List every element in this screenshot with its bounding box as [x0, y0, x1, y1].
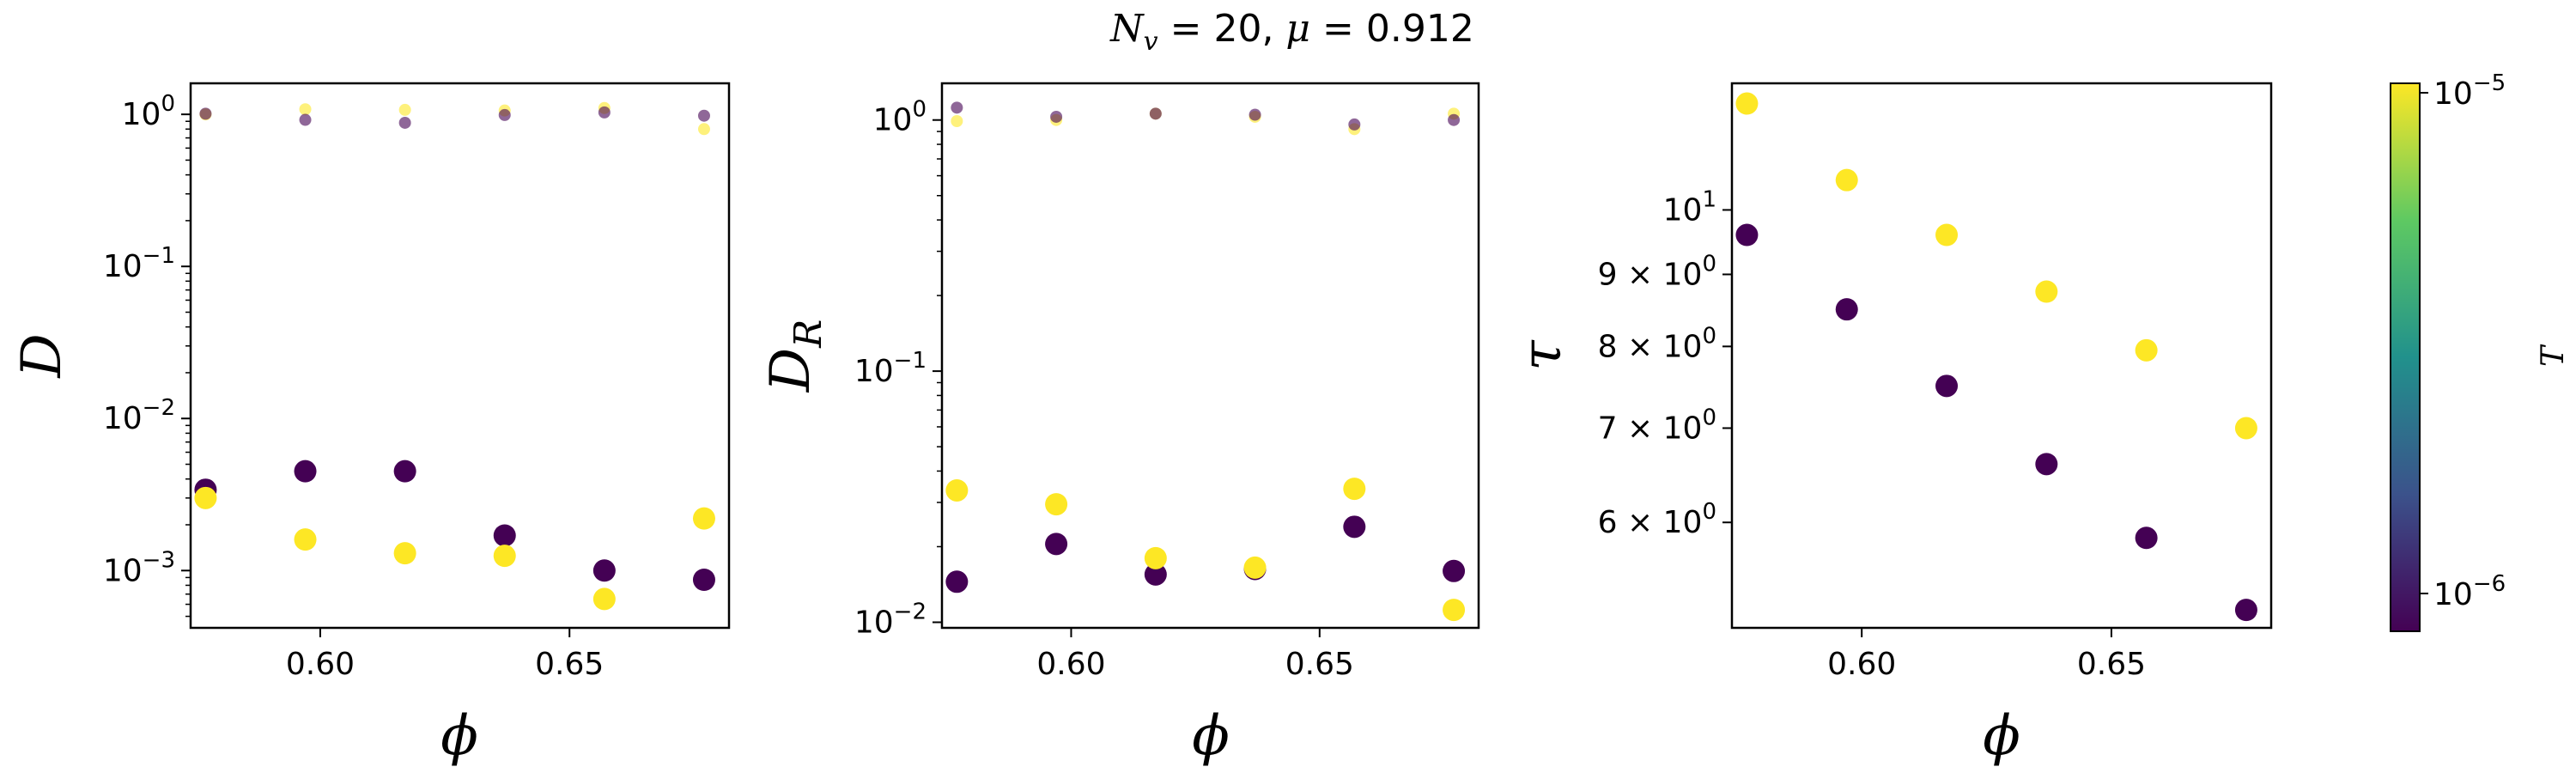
- data-point: [398, 103, 411, 116]
- data-point: [951, 101, 963, 114]
- colorbar-bar: [2390, 82, 2421, 632]
- x-tick-label: 0.65: [1285, 647, 1354, 682]
- data-point: [2035, 280, 2058, 303]
- data-point: [393, 542, 416, 565]
- y-axis-label: τ: [1510, 339, 1574, 371]
- y-tick-label: 10−1: [103, 243, 175, 284]
- data-point: [498, 108, 511, 121]
- x-axis-label: ϕ: [440, 704, 478, 768]
- data-point: [697, 123, 710, 136]
- x-tick-label: 0.60: [1036, 647, 1105, 682]
- data-point: [493, 545, 516, 568]
- axes-frame: [940, 82, 1480, 630]
- data-point: [1144, 563, 1167, 586]
- x-tick-label: 0.60: [1827, 647, 1896, 682]
- figure-title: Nv = 20, μ = 0.912: [1109, 7, 1474, 57]
- colorbar-tick-label-top: 10−5: [2433, 70, 2506, 112]
- colorbar-label: T: [2536, 344, 2571, 367]
- title-value: = 0.912: [1310, 7, 1474, 51]
- x-tick-label: 0.65: [535, 647, 604, 682]
- data-point: [2135, 526, 2158, 550]
- y-axis-label: D: [10, 333, 74, 378]
- y-tick-label: 10−1: [854, 348, 927, 389]
- y-tick-label: 100: [873, 97, 927, 138]
- data-point: [199, 107, 212, 120]
- data-point: [697, 109, 710, 122]
- y-tick-label: 7 × 100: [1598, 405, 1716, 446]
- data-point: [1343, 515, 1366, 539]
- data-point: [951, 115, 963, 128]
- data-point: [194, 486, 217, 509]
- data-point: [2035, 453, 2058, 476]
- data-point: [1443, 559, 1466, 582]
- y-tick-label: 9 × 100: [1598, 251, 1716, 292]
- axes-frame: [1730, 82, 2273, 630]
- data-point: [1045, 493, 1068, 516]
- data-point: [1045, 533, 1068, 556]
- data-point: [493, 524, 516, 547]
- x-axis-label: ϕ: [1983, 704, 2020, 768]
- data-point: [1249, 108, 1261, 121]
- data-point: [1735, 92, 1759, 115]
- panel-relaxation-time: 101 9 × 100 8 × 100 7 × 100 6 × 100 0.60 0.65 ϕ…: [1510, 82, 2273, 768]
- title-mu: μ: [1285, 7, 1310, 51]
- data-point: [294, 528, 317, 551]
- data-point: [1144, 546, 1167, 569]
- colorbar-tick-label-bottom: 10−6: [2433, 571, 2506, 612]
- panel-rotational-diffusion: 100 10−1 10−2 0.60 0.65 ϕ DR: [759, 82, 1480, 768]
- x-tick-label: 0.60: [286, 647, 355, 682]
- data-point: [945, 478, 969, 502]
- data-point: [692, 569, 715, 592]
- data-point: [1149, 107, 1162, 120]
- y-tick-label: 8 × 100: [1598, 323, 1716, 364]
- data-point: [2234, 599, 2257, 622]
- data-point: [1735, 223, 1759, 247]
- data-point: [592, 587, 616, 611]
- data-point: [598, 106, 611, 119]
- data-point: [1835, 298, 1858, 321]
- data-point: [592, 559, 616, 582]
- data-point: [1348, 118, 1361, 131]
- panel-diffusion: 100 10−1 10−2 10−3 0.60 0.65 ϕ D: [10, 82, 731, 768]
- x-tick-label: 0.65: [2077, 647, 2146, 682]
- title-n: N: [1109, 7, 1145, 51]
- data-point: [1243, 556, 1267, 579]
- data-point: [1443, 599, 1466, 622]
- title-n-sub: v: [1144, 27, 1158, 57]
- data-point: [393, 460, 416, 483]
- x-axis-label: ϕ: [1192, 704, 1230, 768]
- y-tick-label: 100: [122, 91, 175, 132]
- colorbar: 10−5 10−6 T: [2390, 70, 2571, 632]
- data-point: [1935, 223, 1959, 247]
- y-tick-label: 6 × 100: [1598, 499, 1716, 540]
- data-point: [2135, 338, 2158, 362]
- y-tick-label: 101: [1663, 186, 1716, 228]
- axes-frame: [189, 82, 731, 630]
- data-point: [398, 116, 411, 129]
- y-tick-label: 10−3: [103, 547, 175, 588]
- title-rest: = 20,: [1158, 7, 1286, 51]
- data-point: [1448, 113, 1461, 126]
- y-tick-label: 10−2: [103, 395, 175, 436]
- data-point: [692, 507, 715, 530]
- data-point: [299, 113, 312, 126]
- data-point: [1343, 478, 1366, 501]
- data-point: [945, 570, 969, 593]
- data-point: [299, 103, 312, 116]
- data-point: [1050, 110, 1063, 123]
- data-point: [1835, 168, 1858, 192]
- data-point: [294, 460, 317, 483]
- y-axis-label: DR: [759, 320, 830, 393]
- y-tick-label: 10−2: [854, 599, 927, 640]
- data-point: [1935, 374, 1959, 398]
- data-point: [2234, 417, 2257, 440]
